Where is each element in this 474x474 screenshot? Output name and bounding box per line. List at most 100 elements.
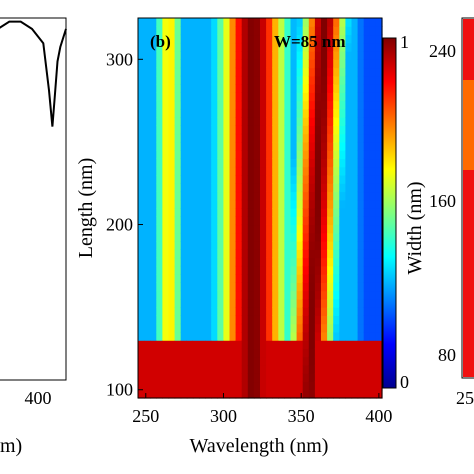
heatmap-cell [235,381,243,391]
heatmap-cell [205,133,212,143]
heatmap-cell [192,34,200,44]
heatmap-cell [327,117,334,126]
heatmap-cell [278,232,285,242]
heatmap-cell [278,51,285,60]
heatmap-cell [162,42,170,52]
heatmap-cell [211,356,218,366]
heatmap-cell [327,216,334,226]
heatmap-cell [333,208,340,217]
heatmap-cell [211,26,218,36]
heatmap-cell [205,356,212,366]
heatmap-cell [327,51,334,60]
heatmap-cell [138,141,145,151]
heatmap-cell [357,84,365,93]
heatmap-cell [162,100,170,110]
heatmap-cell [272,100,279,110]
heatmap-cell [229,315,237,325]
heatmap-cell [308,67,316,77]
heatmap-cell [296,34,304,44]
heatmap-cell [308,141,316,151]
heatmap-cell [339,249,346,259]
heatmap-cell [284,141,292,151]
heatmap-cell [345,42,353,52]
heatmap-cell [333,59,340,69]
heatmap-cell [333,315,340,325]
heatmap-cell [345,67,353,77]
heatmap-cell [229,100,237,110]
heatmap-cell [156,331,163,341]
heatmap-cell [156,84,163,93]
heatmap-cell [333,166,340,176]
heatmap-cell [205,117,212,126]
heatmap-cell [138,389,145,399]
heatmap-cell [150,282,157,292]
heatmap-cell [186,381,194,391]
heatmap-cell [284,216,292,226]
heatmap-cell [357,356,365,366]
heatmap-cell [247,67,255,77]
left-plot-frame [0,17,67,381]
heatmap-cell [150,150,157,160]
heatmap-cell [345,18,353,27]
heatmap-cell [345,290,353,300]
heatmap-cell [199,356,206,366]
heatmap-cell [174,199,182,209]
heatmap-cell [144,67,151,77]
heatmap-cell [351,59,359,69]
heatmap-cell [162,34,170,44]
heatmap-cell [266,18,273,27]
heatmap-cell [339,18,346,27]
heatmap-cell [272,67,279,77]
heatmap-cell [186,274,194,283]
heatmap-cell [192,274,200,283]
heatmap-cell [302,26,310,36]
heatmap-cell [168,241,176,250]
heatmap-cell [272,150,279,160]
heatmap-cell [339,183,346,193]
heatmap-cell [162,51,170,60]
heatmap-cell [327,18,334,27]
heatmap-cell [229,282,237,292]
heatmap-cell [308,348,316,358]
heatmap-cell [186,232,194,242]
heatmap-cell [174,150,182,160]
heatmap-cell [296,174,304,184]
heatmap-cell [186,150,194,160]
heatmap-cell [138,59,145,69]
heatmap-cell [186,373,194,383]
heatmap-cell [260,117,267,126]
heatmap-cell [144,117,151,126]
heatmap-cell [180,59,188,69]
heatmap-cell [302,34,310,44]
heatmap-cell [308,381,316,391]
heatmap-cell [247,18,255,27]
heatmap-cell [192,340,200,350]
heatmap-cell [333,75,340,85]
heatmap-cell [211,340,218,350]
heatmap-cell [278,208,285,217]
heatmap-cell [247,216,255,226]
heatmap-cell [247,373,255,383]
heatmap-cell [144,166,151,176]
heatmap-cell [272,340,279,350]
heatmap-cell [223,125,231,135]
heatmap-cell [150,315,157,325]
heatmap-cell [375,84,383,93]
heatmap-cell [199,249,206,259]
heatmap-cell [199,150,206,160]
heatmap-cell [369,274,377,283]
heatmap-cell [168,315,176,325]
heatmap-cell [296,67,304,77]
heatmap-cell [229,117,237,126]
heatmap-cell [272,199,279,209]
heatmap-cell [192,315,200,325]
heatmap-cell [357,389,365,399]
heatmap-cell [302,224,310,234]
heatmap-cell [290,67,298,77]
heatmap-cell [290,348,298,358]
heatmap-cell [296,51,304,60]
heatmap-cell [241,150,249,160]
heatmap-cell [302,216,310,226]
heatmap-cell [363,67,371,77]
heatmap-cell [357,307,365,316]
